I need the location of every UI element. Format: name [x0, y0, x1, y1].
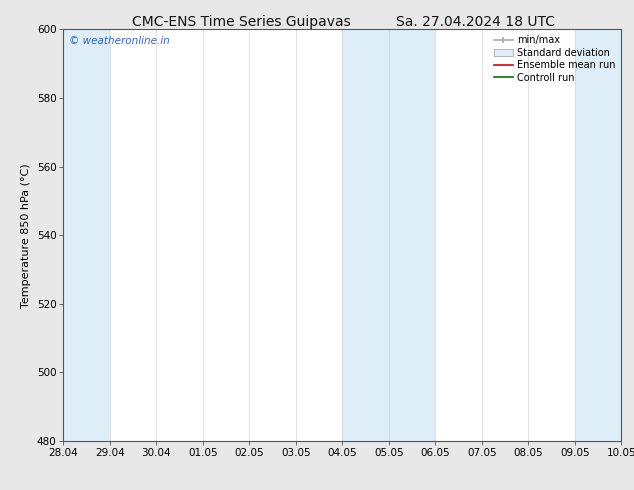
Text: CMC-ENS Time Series Guipavas: CMC-ENS Time Series Guipavas — [131, 15, 351, 29]
Text: Sa. 27.04.2024 18 UTC: Sa. 27.04.2024 18 UTC — [396, 15, 555, 29]
Text: © weatheronline.in: © weatheronline.in — [69, 36, 170, 46]
Bar — [63, 29, 110, 441]
Y-axis label: Temperature 850 hPa (°C): Temperature 850 hPa (°C) — [21, 163, 31, 308]
Bar — [575, 29, 621, 441]
Legend: min/max, Standard deviation, Ensemble mean run, Controll run: min/max, Standard deviation, Ensemble me… — [489, 31, 619, 86]
Bar — [342, 29, 436, 441]
